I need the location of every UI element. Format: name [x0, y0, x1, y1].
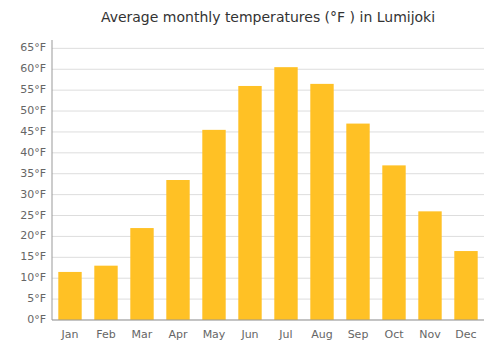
x-tick-label: Jul: [278, 328, 292, 341]
y-tick-label: 10°F: [20, 271, 46, 284]
bars: [58, 67, 477, 320]
grid-line: [52, 152, 484, 153]
title: Average monthly temperatures (°F ) in Lu…: [101, 9, 435, 25]
x-tick-label: Jun: [240, 328, 258, 341]
grid-line: [52, 90, 484, 91]
x-tick-label: Sep: [348, 328, 369, 341]
y-tick-label: 35°F: [20, 167, 46, 180]
x-tick-label: Oct: [384, 328, 404, 341]
bar: [310, 84, 333, 320]
bar: [382, 165, 405, 320]
x-tick-label: May: [203, 328, 226, 341]
bar: [274, 67, 297, 320]
bar: [202, 130, 225, 320]
x-tick-label: Mar: [132, 328, 153, 341]
x-tick-label: Dec: [455, 328, 476, 341]
x-tick-label: Jan: [61, 328, 79, 341]
y-tick-label: 65°F: [20, 41, 46, 54]
x-tick-label: Apr: [168, 328, 188, 341]
grid-line: [52, 194, 484, 195]
bar: [418, 211, 441, 320]
bar: [238, 86, 261, 320]
y-axis-line: [52, 40, 53, 320]
bar: [130, 228, 153, 320]
grid-line: [52, 320, 484, 321]
chart: Average monthly temperatures (°F ) in Lu…: [0, 0, 500, 350]
grid-line: [52, 173, 484, 174]
grid-line: [52, 131, 484, 132]
y-axis: 0°F 5°F 10°F 15°F 20°F 25°F 30°F 35°F 40°F 45°F 50…: [20, 40, 484, 326]
y-tick-label: 50°F: [20, 104, 46, 117]
x-axis-line: [52, 320, 484, 321]
y-tick-label: 25°F: [20, 209, 46, 222]
bar: [94, 266, 117, 320]
y-tick-label: 30°F: [20, 188, 46, 201]
y-tick-label: 15°F: [20, 250, 46, 263]
y-tick-label: 55°F: [20, 83, 46, 96]
grid-line: [52, 111, 484, 112]
y-tick-label: 45°F: [20, 125, 46, 138]
y-tick-label: 40°F: [20, 146, 46, 159]
page: {"chart_data": {"type": "bar", "title": …: [0, 0, 500, 350]
y-tick-label: 0°F: [27, 313, 46, 326]
bar: [346, 124, 369, 320]
bar: [166, 180, 189, 320]
x-tick-label: Feb: [96, 328, 115, 341]
x-tick-label: Nov: [419, 328, 441, 341]
bar: [454, 251, 477, 320]
grid-line: [52, 69, 484, 70]
x-axis: Jan Feb Mar Apr May Jun Jul Aug Sep Oct Nov Dec: [52, 320, 484, 341]
y-tick-label: 5°F: [27, 292, 46, 305]
grid-line: [52, 48, 484, 49]
bar: [58, 272, 81, 320]
y-tick-label: 20°F: [20, 229, 46, 242]
y-tick-label: 60°F: [20, 62, 46, 75]
x-tick-label: Aug: [311, 328, 332, 341]
